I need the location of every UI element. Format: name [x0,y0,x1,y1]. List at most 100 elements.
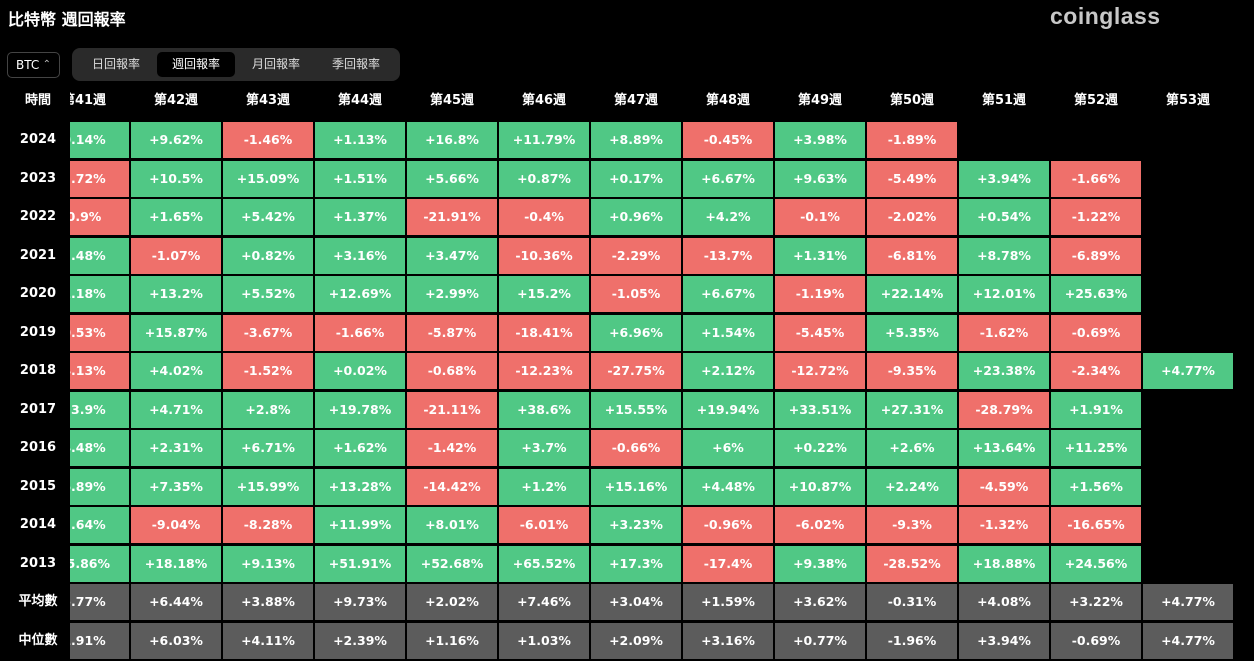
return-cell: -12.72% [775,353,865,389]
return-cell: +0.77% [775,622,865,659]
return-cell: +9.62% [131,122,221,158]
return-cell: +10.87% [775,468,865,505]
column-header: 第41週 [70,93,107,108]
return-cell: -1.22% [1051,199,1141,235]
return-cell: -0.31% [867,584,957,620]
return-cell: +2.8% [223,391,313,428]
column-header: 第50週 [889,93,935,108]
return-cell: +16.8% [407,122,497,158]
column-header: 第46週 [521,93,567,108]
return-cell: +0.02% [315,353,405,389]
row-label: 平均數 [18,594,58,609]
column-header: 第53週 [1165,93,1211,108]
return-cell: +4.08% [959,584,1049,620]
return-cell: 25.86% [70,545,129,582]
return-cell: +0.22% [775,430,865,466]
period-tab[interactable]: 週回報率 [157,52,235,77]
return-cell: +19.94% [683,391,773,428]
return-cell: -1.46% [223,122,313,158]
return-cell: +1.31% [775,237,865,274]
return-cell: -6.01% [499,507,589,543]
brand-logo[interactable]: coinglass [1050,3,1161,29]
return-cell: 23.9% [70,391,129,428]
return-cell: +3.7% [499,430,589,466]
return-cell: -1.52% [223,353,313,389]
row-label: 中位數 [18,632,58,648]
return-cell: +19.78% [315,391,405,428]
return-cell: -0.45% [683,122,773,158]
return-cell: 2.64% [70,507,129,543]
return-cell: -0.66% [591,430,681,466]
page-title: 比特幣 週回報率 [8,10,126,29]
return-cell: 4.48% [70,430,129,466]
return-cell: +4.77% [1143,622,1233,659]
return-cell: +1.16% [407,622,497,659]
return-cell: +1.13% [315,122,405,158]
return-cell: +13.28% [315,468,405,505]
return-cell: +3.16% [315,237,405,274]
return-cell: -1.66% [1051,160,1141,197]
return-cell: +6.44% [131,584,221,620]
return-cell: +4.2% [683,199,773,235]
return-cell: -4.59% [959,468,1049,505]
return-cell: -1.96% [867,622,957,659]
return-cell: -12.23% [499,353,589,389]
return-cell: +4.02% [131,353,221,389]
return-cell: -9.35% [867,353,957,389]
return-cell: +22.14% [867,276,957,312]
corner-header: 時間 [24,93,51,108]
return-cell: +5.66% [407,160,497,197]
return-cell: +15.2% [499,276,589,312]
return-cell: +65.52% [499,545,589,582]
return-cell: +3.04% [591,584,681,620]
return-cell: -0.4% [499,199,589,235]
return-cell: +15.09% [223,160,313,197]
return-cell: +10.5% [131,160,221,197]
return-cell: 4.13% [70,353,129,389]
return-cell: +5.35% [867,314,957,351]
return-cell: +0.54% [959,199,1049,235]
return-cell: +1.03% [499,622,589,659]
return-cell: -6.02% [775,507,865,543]
return-cell: +1.54% [683,314,773,351]
return-cell: +12.69% [315,276,405,312]
column-header: 第48週 [705,93,751,108]
return-cell: -9.3% [867,507,957,543]
column-header: 第44週 [337,93,383,108]
return-cell: +0.17% [591,160,681,197]
period-tab[interactable]: 月回報率 [251,57,300,71]
return-cell: +3.94% [959,622,1049,659]
return-cell: +15.99% [223,468,313,505]
return-cell: +18.88% [959,545,1049,582]
return-cell: -8.28% [223,507,313,543]
return-cell: +13.64% [959,430,1049,466]
return-cell: -0.69% [1051,622,1141,659]
return-cell: +15.16% [591,468,681,505]
return-cell: +7.46% [499,584,589,620]
row-label: 2016 [19,440,57,455]
return-cell: +6.96% [591,314,681,351]
return-cell: -0.1% [775,199,865,235]
row-label: 2014 [19,517,57,532]
return-cell: +0.82% [223,237,313,274]
return-cell: -2.02% [867,199,957,235]
return-cell: +3.22% [1051,584,1141,620]
asset-select[interactable]: BTC [7,52,60,78]
return-cell: +4.77% [1143,584,1233,620]
return-cell: +0.96% [591,199,681,235]
return-cell: +23.38% [959,353,1049,389]
return-cell: 2.72% [70,160,129,197]
return-cell: +4.77% [1143,353,1233,389]
return-cell: -0.68% [407,353,497,389]
column-header: 第45週 [429,93,475,108]
return-cell: +5.52% [223,276,313,312]
return-cell: -5.45% [775,314,865,351]
return-cell: +24.56% [1051,545,1141,582]
period-tab[interactable]: 季回報率 [331,57,380,71]
period-tab[interactable]: 日回報率 [91,57,140,71]
return-cell: -5.87% [407,314,497,351]
return-cell: -28.52% [867,545,957,582]
return-cell: 2.48% [70,237,129,274]
